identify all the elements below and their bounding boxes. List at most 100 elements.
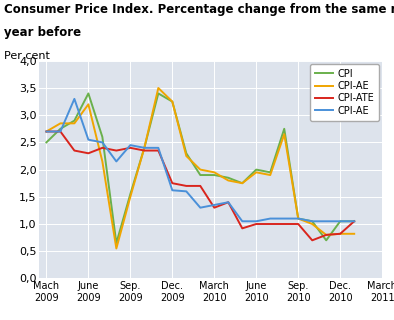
CPI-AE: [338, 219, 342, 223]
CPI-AE: [100, 140, 105, 144]
CPI: [240, 181, 245, 185]
CPI-AE: [310, 222, 314, 226]
CPI: [352, 219, 357, 223]
Legend: CPI, CPI-AE, CPI-ATE, CPI-AE: CPI, CPI-AE, CPI-ATE, CPI-AE: [310, 64, 379, 121]
CPI-AE: [268, 217, 273, 220]
CPI-AE: [170, 100, 175, 103]
CPI-AE: [184, 189, 189, 193]
CPI: [86, 92, 91, 95]
CPI-AE: [128, 195, 133, 199]
Text: Consumer Price Index. Percentage change from the same month one: Consumer Price Index. Percentage change …: [4, 3, 394, 16]
CPI-AE: [212, 203, 217, 207]
CPI-ATE: [184, 184, 189, 188]
CPI: [72, 119, 77, 123]
CPI-AE: [282, 132, 286, 136]
CPI: [310, 219, 314, 223]
CPI-AE: [240, 219, 245, 223]
CPI-AE: [142, 146, 147, 150]
CPI-AE: [268, 173, 273, 177]
CPI: [338, 219, 342, 223]
CPI-ATE: [282, 222, 286, 226]
Line: CPI-ATE: CPI-ATE: [46, 132, 354, 240]
CPI-AE: [86, 138, 91, 141]
CPI: [184, 151, 189, 155]
CPI-AE: [324, 233, 329, 237]
CPI: [254, 168, 258, 172]
CPI-AE: [198, 168, 203, 172]
CPI-AE: [310, 219, 314, 223]
CPI-AE: [184, 154, 189, 158]
CPI-AE: [72, 97, 77, 101]
CPI-ATE: [170, 181, 175, 185]
CPI-AE: [156, 86, 161, 90]
CPI-ATE: [198, 184, 203, 188]
CPI-ATE: [72, 148, 77, 152]
CPI-AE: [226, 179, 230, 182]
CPI-AE: [72, 121, 77, 125]
CPI-AE: [254, 170, 258, 174]
CPI-AE: [352, 219, 357, 223]
CPI: [156, 92, 161, 95]
Line: CPI-AE: CPI-AE: [46, 88, 354, 248]
CPI-AE: [156, 146, 161, 150]
CPI-AE: [282, 217, 286, 220]
CPI: [142, 146, 147, 150]
CPI: [170, 100, 175, 103]
CPI-AE: [338, 232, 342, 236]
CPI-ATE: [86, 151, 91, 155]
CPI-AE: [212, 170, 217, 174]
CPI-ATE: [268, 222, 273, 226]
CPI: [282, 127, 286, 131]
CPI-ATE: [296, 222, 301, 226]
CPI-AE: [114, 246, 119, 250]
CPI-AE: [100, 159, 105, 163]
CPI-ATE: [324, 233, 329, 237]
CPI-AE: [254, 219, 258, 223]
CPI-AE: [44, 130, 49, 133]
CPI: [198, 173, 203, 177]
Line: CPI: CPI: [46, 93, 354, 243]
CPI-AE: [198, 206, 203, 210]
CPI-ATE: [240, 227, 245, 230]
CPI-ATE: [212, 206, 217, 210]
Text: year before: year before: [4, 26, 81, 39]
CPI-AE: [58, 130, 63, 133]
CPI-AE: [58, 121, 63, 125]
CPI-ATE: [100, 146, 105, 150]
CPI-AE: [240, 181, 245, 185]
CPI: [268, 170, 273, 174]
CPI-ATE: [254, 222, 258, 226]
CPI-AE: [170, 188, 175, 192]
CPI-AE: [44, 130, 49, 133]
CPI-AE: [324, 219, 329, 223]
CPI-AE: [114, 159, 119, 163]
CPI: [128, 192, 133, 196]
CPI: [44, 140, 49, 144]
CPI: [324, 238, 329, 242]
CPI-AE: [226, 200, 230, 204]
CPI-AE: [296, 217, 301, 220]
CPI-ATE: [142, 148, 147, 152]
Text: Per cent: Per cent: [4, 51, 50, 61]
CPI-ATE: [352, 219, 357, 223]
CPI-ATE: [128, 146, 133, 150]
CPI: [58, 127, 63, 131]
CPI-ATE: [114, 148, 119, 152]
CPI-AE: [128, 143, 133, 147]
CPI-ATE: [310, 238, 314, 242]
CPI-AE: [296, 217, 301, 220]
CPI-ATE: [338, 232, 342, 236]
CPI: [100, 135, 105, 139]
CPI: [226, 176, 230, 180]
CPI-AE: [352, 232, 357, 236]
Line: CPI-AE: CPI-AE: [46, 99, 354, 221]
CPI-ATE: [58, 130, 63, 133]
CPI: [114, 241, 119, 245]
CPI-ATE: [226, 200, 230, 204]
CPI-ATE: [44, 130, 49, 133]
CPI-AE: [86, 102, 91, 106]
CPI: [212, 173, 217, 177]
CPI: [296, 217, 301, 220]
CPI-ATE: [156, 148, 161, 152]
CPI-AE: [142, 146, 147, 150]
